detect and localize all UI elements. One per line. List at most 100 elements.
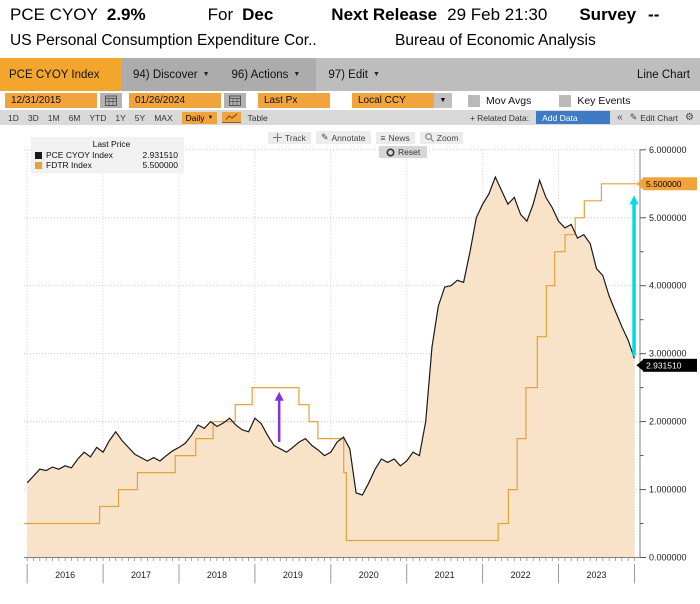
next-release-label: Next Release bbox=[331, 5, 438, 24]
calendar-icon[interactable] bbox=[224, 93, 246, 108]
chevron-down-icon: ▼ bbox=[372, 71, 380, 78]
zoom-button[interactable]: Zoom bbox=[419, 131, 464, 144]
fdtr-series-name: FDTR Index bbox=[46, 160, 92, 170]
pce-last-value-label: 2.931510 bbox=[636, 358, 697, 372]
key-events-checkbox[interactable] bbox=[559, 94, 572, 107]
legend-title: Last Price bbox=[92, 139, 131, 149]
mov-avgs-label: Mov Avgs bbox=[486, 94, 532, 107]
range-bar: 1D 3D 1M 6M YTD 1Y 5Y MAX Daily ▼ Table … bbox=[0, 110, 700, 125]
last-value: 2.9% bbox=[106, 5, 146, 24]
pencil-icon: ✎ bbox=[320, 132, 329, 142]
chart-legend[interactable]: Last Price PCE CYOY Index 2.931510 FDTR … bbox=[31, 137, 184, 173]
svg-text:6.000000: 6.000000 bbox=[649, 145, 687, 155]
fdtr-series-value: 5.500000 bbox=[142, 160, 178, 170]
svg-text:2.931510: 2.931510 bbox=[646, 361, 682, 371]
price-chart-canvas[interactable]: 0.000000 1.000000 2.000000 3.000000 4.000000… bbox=[0, 125, 700, 604]
svg-text:2023: 2023 bbox=[586, 570, 606, 580]
survey-value: -- bbox=[648, 5, 660, 24]
security-description: US Personal Consumption Expenditure Cor.… bbox=[10, 32, 317, 49]
news-lines-icon: ≡ bbox=[380, 132, 386, 143]
range-5y[interactable]: 5Y bbox=[134, 112, 146, 123]
svg-text:2017: 2017 bbox=[131, 570, 151, 580]
menu-edit[interactable]: 97) Edit ▼ bbox=[328, 68, 380, 81]
svg-text:2019: 2019 bbox=[283, 570, 303, 580]
range-max[interactable]: MAX bbox=[154, 112, 173, 123]
magnifier-icon bbox=[425, 133, 434, 142]
news-button[interactable]: ≡ News bbox=[375, 131, 415, 144]
legend-row-pce: PCE CYOY Index 2.931510 bbox=[35, 150, 178, 160]
end-date-input[interactable]: 01/26/2024 bbox=[129, 93, 221, 108]
survey-label: Survey bbox=[579, 5, 637, 24]
calendar-icon[interactable] bbox=[100, 93, 122, 108]
chevron-down-icon: ▼ bbox=[293, 71, 301, 78]
settings-gear-icon[interactable]: ⚙ bbox=[685, 112, 694, 123]
svg-text:5.500000: 5.500000 bbox=[646, 179, 682, 189]
pce-series-swatch bbox=[35, 151, 42, 159]
purple-up-arrow-annotation[interactable] bbox=[274, 391, 284, 442]
menu-actions[interactable]: 96) Actions ▼ bbox=[231, 68, 301, 81]
security-description-row: US Personal Consumption Expenditure Cor.… bbox=[0, 30, 700, 58]
chevron-down-icon: ▼ bbox=[207, 114, 214, 121]
menu-left-group: 94) Discover ▼ 96) Actions ▼ bbox=[122, 58, 317, 91]
chart-controls-bar: 12/31/2015 01/26/2024 Last Px Local CCY … bbox=[0, 91, 700, 110]
annotate-button[interactable]: ✎ Annotate bbox=[315, 131, 371, 144]
collapse-chevrons-icon[interactable]: « bbox=[617, 112, 623, 123]
range-1d[interactable]: 1D bbox=[8, 112, 19, 123]
security-tab[interactable]: PCE CYOY Index bbox=[0, 58, 122, 91]
menu-discover[interactable]: 94) Discover ▼ bbox=[133, 68, 210, 81]
start-date-input[interactable]: 12/31/2015 bbox=[5, 93, 97, 108]
menu-right-group: 97) Edit ▼ Line Chart bbox=[316, 58, 700, 91]
chevron-down-icon: ▼ bbox=[202, 71, 210, 78]
menu-bar: PCE CYOY Index 94) Discover ▼ 96) Action… bbox=[0, 58, 700, 91]
fdtr-last-value-label: 5.500000 bbox=[636, 177, 697, 191]
svg-text:2018: 2018 bbox=[207, 570, 227, 580]
currency-dropdown-button[interactable]: ▼ bbox=[434, 93, 452, 108]
svg-text:2016: 2016 bbox=[55, 570, 75, 580]
chart-tools-bar: Track ✎ Annotate ≡ News Zoom bbox=[268, 131, 464, 144]
data-source: Bureau of Economic Analysis bbox=[395, 32, 596, 49]
related-data-label: + Related Data: bbox=[469, 112, 530, 123]
axes bbox=[24, 149, 646, 561]
svg-text:5.000000: 5.000000 bbox=[649, 213, 687, 223]
currency-selector[interactable]: Local CCY bbox=[352, 93, 434, 108]
fdtr-series-swatch bbox=[35, 161, 42, 169]
svg-text:2021: 2021 bbox=[435, 570, 455, 580]
crosshair-icon bbox=[273, 133, 282, 142]
pce-series-value: 2.931510 bbox=[142, 150, 178, 160]
svg-text:2020: 2020 bbox=[359, 570, 379, 580]
range-ytd[interactable]: YTD bbox=[89, 112, 107, 123]
edit-chart-button[interactable]: ✎ Edit Chart bbox=[629, 112, 679, 123]
range-1y[interactable]: 1Y bbox=[115, 112, 126, 123]
svg-text:1.000000: 1.000000 bbox=[649, 485, 687, 495]
next-release-time: 29 Feb 21:30 bbox=[447, 5, 548, 24]
reset-button[interactable]: Reset bbox=[379, 146, 428, 158]
fdtr-step-line[interactable] bbox=[24, 183, 640, 542]
svg-text:2022: 2022 bbox=[511, 570, 531, 580]
chevron-down-icon: ▼ bbox=[439, 97, 447, 104]
period-selector[interactable]: Daily ▼ bbox=[181, 111, 218, 124]
key-events-label: Key Events bbox=[577, 94, 631, 107]
table-view-button[interactable]: Table bbox=[247, 112, 268, 123]
svg-text:2.000000: 2.000000 bbox=[649, 417, 687, 427]
legend-row-fdtr: FDTR Index 5.500000 bbox=[35, 160, 178, 170]
range-1m[interactable]: 1M bbox=[47, 112, 60, 123]
line-chart-icon[interactable] bbox=[222, 112, 242, 123]
price-field-selector[interactable]: Last Px bbox=[258, 93, 330, 108]
track-button[interactable]: Track bbox=[268, 131, 311, 144]
security-summary-row: PCE CYOY 2.9% For Dec Next Release 29 Fe… bbox=[0, 0, 700, 30]
pce-series-name: PCE CYOY Index bbox=[46, 150, 113, 160]
reset-circle-icon bbox=[386, 147, 395, 157]
ticker-label: PCE CYOY bbox=[10, 5, 98, 24]
pce-area-fill bbox=[27, 177, 635, 558]
pencil-icon: ✎ bbox=[629, 112, 638, 122]
cyan-up-arrow-annotation[interactable] bbox=[629, 195, 639, 356]
range-6m[interactable]: 6M bbox=[68, 112, 81, 123]
range-3d[interactable]: 3D bbox=[27, 112, 39, 123]
pce-price-line[interactable] bbox=[26, 175, 635, 496]
for-period: Dec bbox=[242, 5, 274, 24]
mov-avgs-checkbox[interactable] bbox=[468, 94, 480, 107]
chart-area: 0.000000 1.000000 2.000000 3.000000 4.000000… bbox=[0, 125, 700, 604]
add-data-button[interactable]: Add Data bbox=[536, 111, 611, 124]
for-label: For bbox=[207, 5, 234, 24]
